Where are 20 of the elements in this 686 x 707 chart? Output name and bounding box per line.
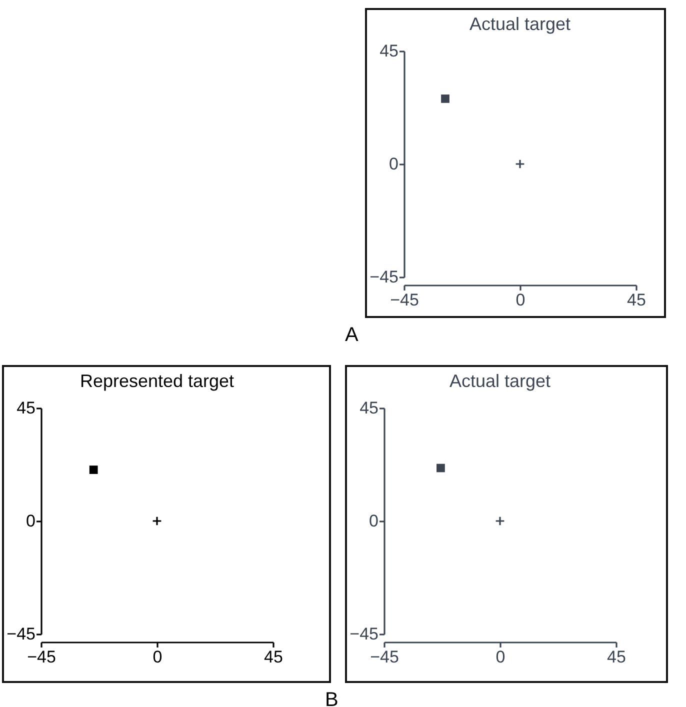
text: A (345, 324, 358, 347)
y-tick-label: −45 (350, 624, 378, 644)
y-tick-label: 0 (369, 512, 378, 530)
text: B (325, 689, 338, 707)
y-tick-label: −45 (370, 268, 398, 286)
y-tick-label: −45 (6, 624, 36, 644)
y-tick-label: 45 (16, 398, 36, 418)
x-tick-label: 0 (152, 648, 162, 666)
x-tick-label: 0 (516, 290, 526, 310)
chart-title: Actual target (469, 14, 571, 34)
chart-title: Represented target (80, 371, 234, 391)
x-tick-label: 45 (607, 648, 626, 666)
x-tick-label: 45 (264, 648, 283, 666)
y-tick-label: 45 (380, 42, 398, 60)
chart-title: Actual target (449, 371, 551, 391)
y-tick-label: 45 (360, 398, 378, 418)
x-tick-label: 0 (496, 648, 506, 666)
y-tick-label: 0 (389, 154, 398, 174)
y-tick-label: 0 (26, 512, 36, 530)
x-tick-label: 45 (627, 290, 646, 310)
